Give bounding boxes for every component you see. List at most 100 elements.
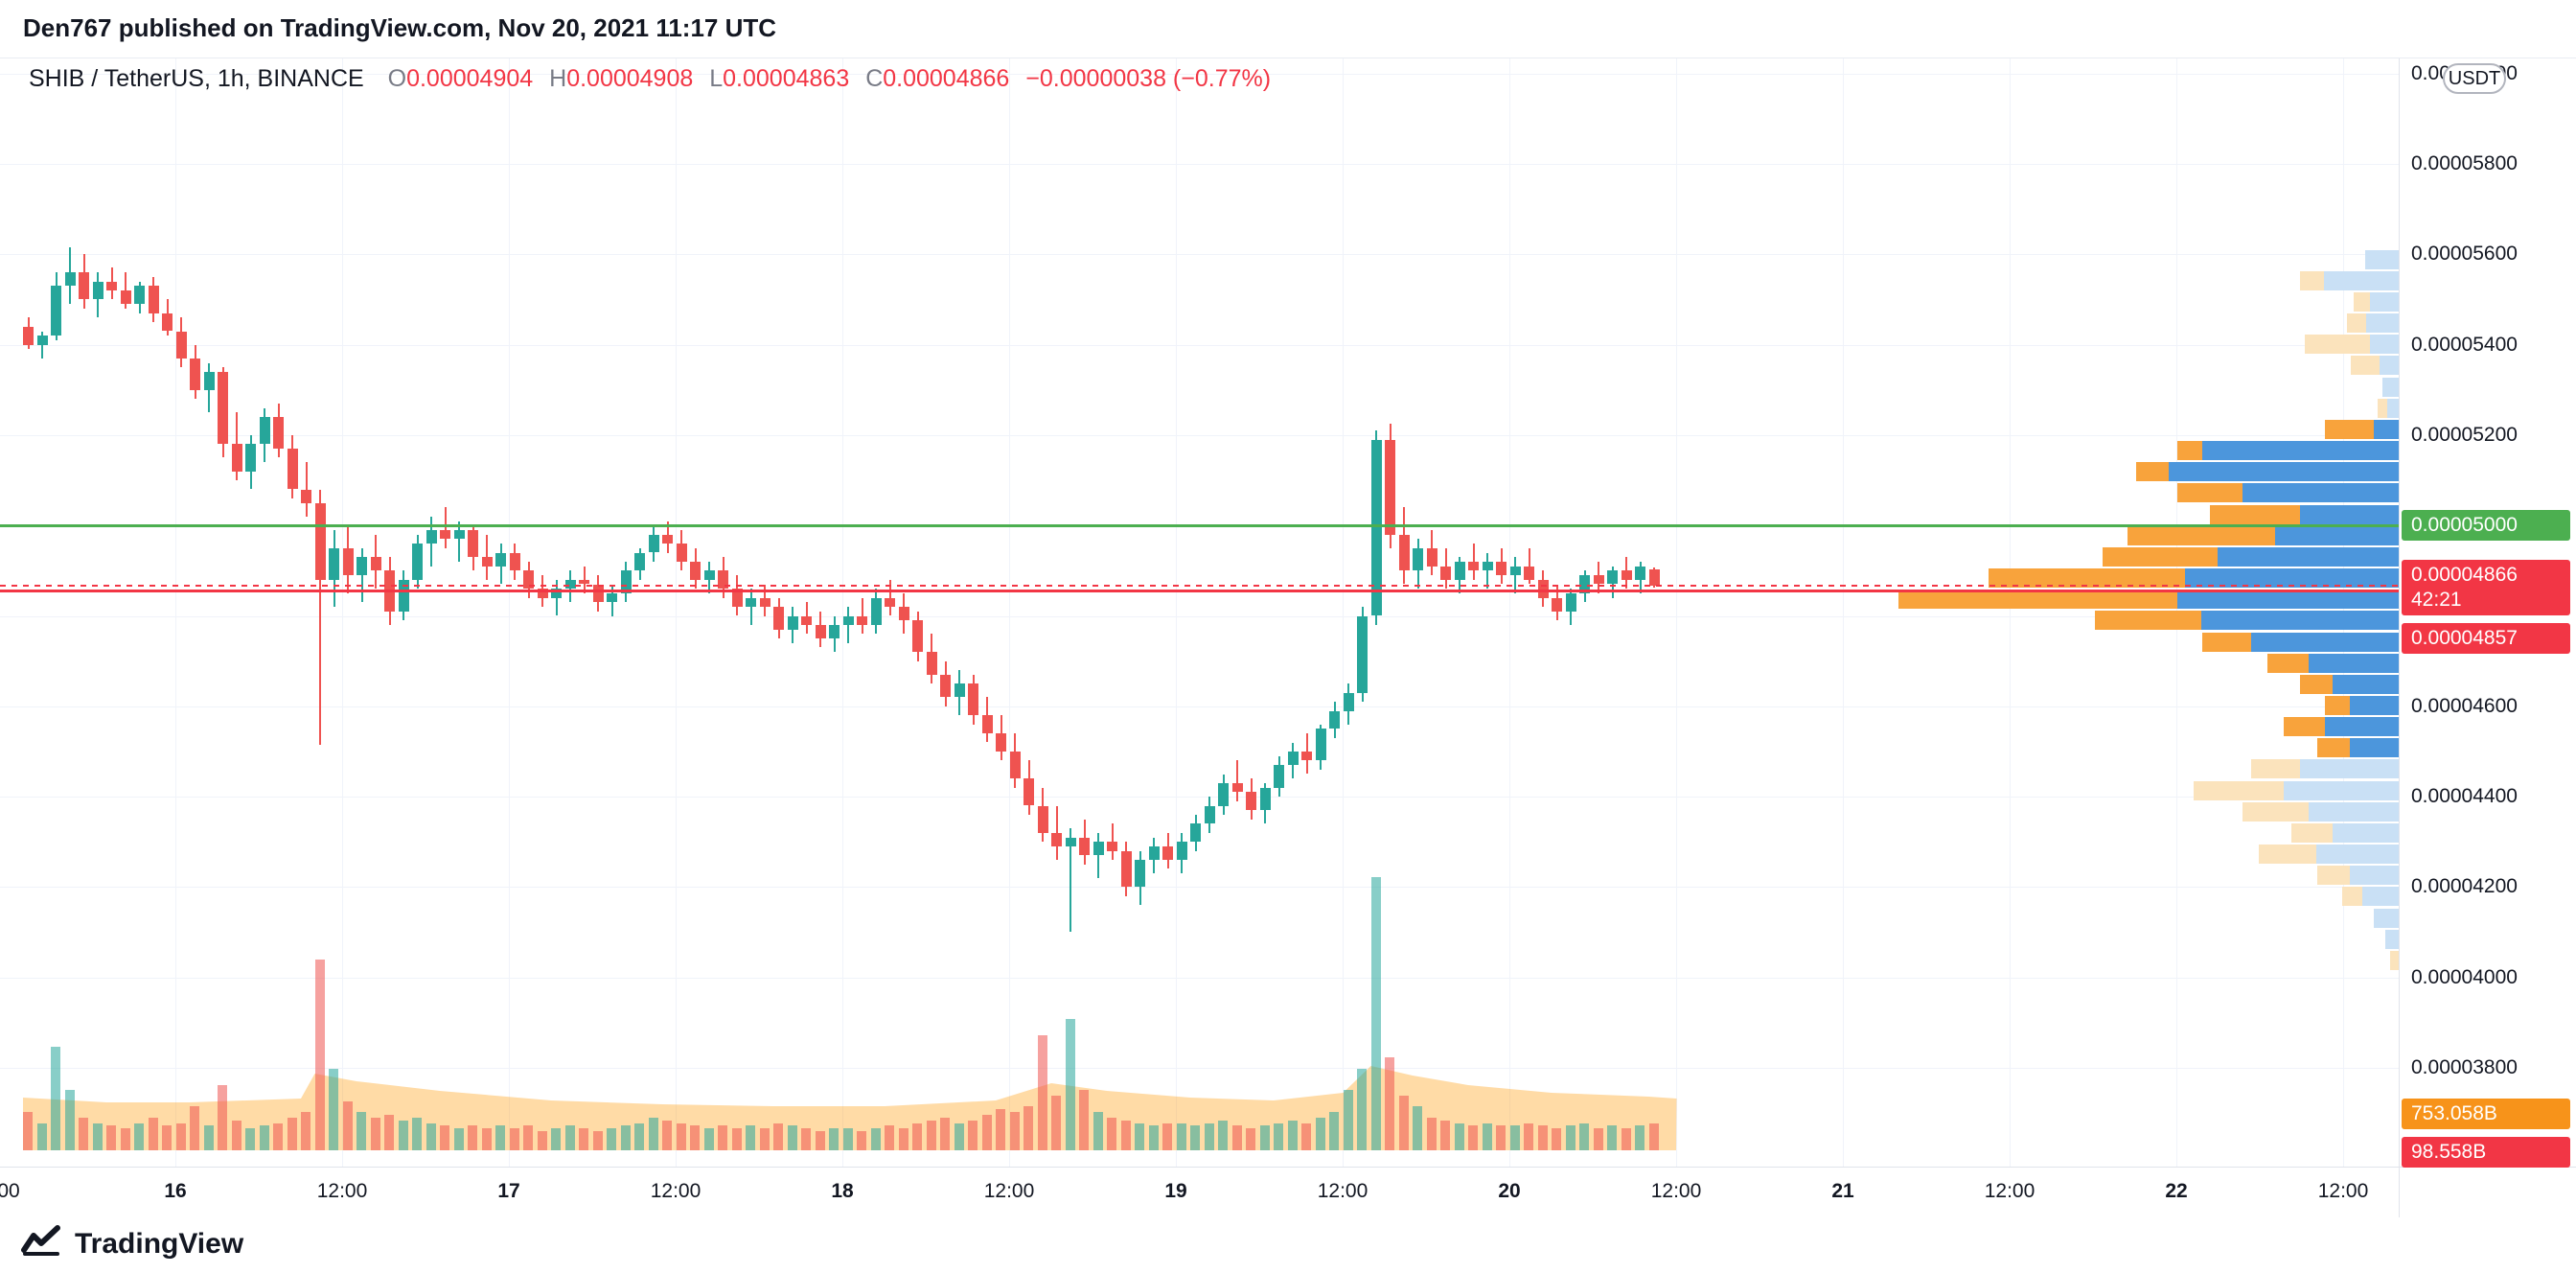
volume-bar bbox=[453, 1128, 464, 1150]
volume-bar bbox=[1648, 1123, 1659, 1150]
currency-toggle-button[interactable]: USDT bbox=[2443, 63, 2506, 94]
time-axis[interactable] bbox=[0, 1168, 2576, 1217]
candle-wick bbox=[1236, 760, 1238, 801]
volume-profile-bar-amber bbox=[2202, 632, 2251, 652]
candle-body bbox=[912, 620, 923, 653]
candle-body bbox=[537, 589, 548, 598]
volume-bar bbox=[857, 1131, 866, 1150]
ohlc-high-label: H bbox=[549, 65, 567, 92]
volume-profile-bar-blue bbox=[2366, 313, 2399, 334]
volume-bar bbox=[815, 1131, 825, 1150]
volume-bar bbox=[1413, 1106, 1422, 1150]
candle-body bbox=[1024, 778, 1034, 806]
volume-profile-bar-amber bbox=[2305, 335, 2370, 355]
volume-bar bbox=[468, 1125, 477, 1150]
candle-body bbox=[1468, 561, 1479, 571]
gridline-vertical bbox=[1509, 58, 1510, 1167]
candle-body bbox=[787, 615, 798, 630]
volume-bar bbox=[885, 1125, 894, 1150]
red-alert-line[interactable] bbox=[0, 589, 2399, 592]
volume-bar bbox=[1274, 1123, 1283, 1150]
candle-wick bbox=[1514, 557, 1516, 593]
volume-bar bbox=[1524, 1123, 1533, 1150]
volume-profile-bar-blue bbox=[2333, 822, 2399, 843]
volume-bar bbox=[509, 1128, 519, 1150]
candle-body bbox=[968, 683, 978, 716]
gridline-horizontal bbox=[0, 887, 2399, 889]
volume-profile-bar-blue bbox=[2370, 291, 2399, 312]
candle-body bbox=[676, 544, 687, 562]
gridline-horizontal bbox=[0, 797, 2399, 799]
candle-body bbox=[1385, 439, 1395, 535]
volume-bar bbox=[1065, 1019, 1075, 1150]
volume-profile-bar-amber bbox=[2317, 738, 2350, 758]
candle-body bbox=[79, 272, 89, 300]
symbol-title: SHIB / TetherUS, 1h, BINANCE bbox=[29, 65, 364, 92]
current-price-label: 0.00004866 42:21 bbox=[2402, 560, 2570, 615]
candle-body bbox=[1552, 597, 1562, 612]
volume-bar bbox=[898, 1128, 908, 1150]
candle-body bbox=[1231, 783, 1243, 793]
volume-bar bbox=[579, 1128, 588, 1150]
candle-body bbox=[926, 652, 937, 675]
ohlc-high-value: 0.00004908 bbox=[566, 65, 694, 92]
volume-bar bbox=[648, 1117, 658, 1150]
volume-profile-bar-blue bbox=[2202, 441, 2399, 460]
volume-bar bbox=[926, 1120, 936, 1151]
volume-bar bbox=[981, 1115, 992, 1151]
candle-wick bbox=[305, 462, 308, 517]
candle-body bbox=[440, 529, 450, 540]
candle-body bbox=[453, 529, 465, 540]
volume-bar bbox=[870, 1128, 881, 1150]
gridline-vertical bbox=[1343, 58, 1344, 1167]
volume-bar bbox=[51, 1046, 60, 1150]
volume-profile-bar-amber bbox=[2378, 398, 2387, 418]
candle-body bbox=[815, 624, 826, 638]
volume-bar bbox=[92, 1123, 103, 1150]
volume-profile-bar-blue bbox=[2350, 738, 2399, 758]
price-axis-label: 0.00005800 bbox=[2411, 152, 2518, 174]
candle-body bbox=[1565, 592, 1576, 612]
candle-body bbox=[1454, 561, 1465, 580]
volume-bar bbox=[703, 1128, 714, 1150]
volume-profile-bar-blue bbox=[2218, 546, 2399, 567]
candle-body bbox=[175, 331, 187, 359]
volume-bar bbox=[314, 959, 325, 1150]
green-horizontal-line[interactable] bbox=[0, 524, 2399, 528]
volume-bar bbox=[801, 1128, 811, 1150]
time-axis-label: 12:00 bbox=[983, 1180, 1035, 1202]
volume-profile-bar-blue bbox=[2325, 717, 2399, 737]
gridline-vertical bbox=[1176, 58, 1177, 1167]
gridline-horizontal bbox=[0, 164, 2399, 165]
volume-bar bbox=[1190, 1125, 1200, 1150]
candle-body bbox=[592, 584, 604, 603]
candle-body bbox=[885, 597, 895, 607]
volume-profile-bar-blue bbox=[2251, 632, 2399, 652]
candle-body bbox=[1496, 561, 1506, 575]
candle-body bbox=[1315, 729, 1326, 761]
volume-profile-bar-blue bbox=[2185, 568, 2399, 588]
volume-bar bbox=[1176, 1123, 1186, 1150]
current-price-value: 0.00004866 bbox=[2411, 564, 2518, 586]
change-value: −0.00000038 (−0.77%) bbox=[1025, 65, 1272, 92]
candle-body bbox=[1218, 783, 1229, 806]
volume-bar bbox=[1468, 1125, 1478, 1150]
candle-body bbox=[1190, 823, 1201, 843]
candle-body bbox=[92, 281, 104, 300]
candle-body bbox=[509, 552, 520, 571]
footer-brand[interactable]: TradingView bbox=[21, 1225, 243, 1262]
volume-bar bbox=[620, 1125, 631, 1150]
volume-bar bbox=[1315, 1117, 1325, 1150]
volume-value-label: 98.558B bbox=[2402, 1137, 2570, 1168]
candle-body bbox=[1593, 575, 1604, 585]
candle-body bbox=[607, 592, 617, 603]
volume-bar bbox=[1135, 1123, 1144, 1150]
price-axis-label: 0.00004200 bbox=[2411, 875, 2518, 898]
candle-body bbox=[523, 570, 534, 590]
candle-body bbox=[1329, 710, 1340, 729]
candle-body bbox=[36, 336, 48, 345]
volume-bar bbox=[1552, 1128, 1561, 1150]
candle-body bbox=[648, 534, 659, 553]
